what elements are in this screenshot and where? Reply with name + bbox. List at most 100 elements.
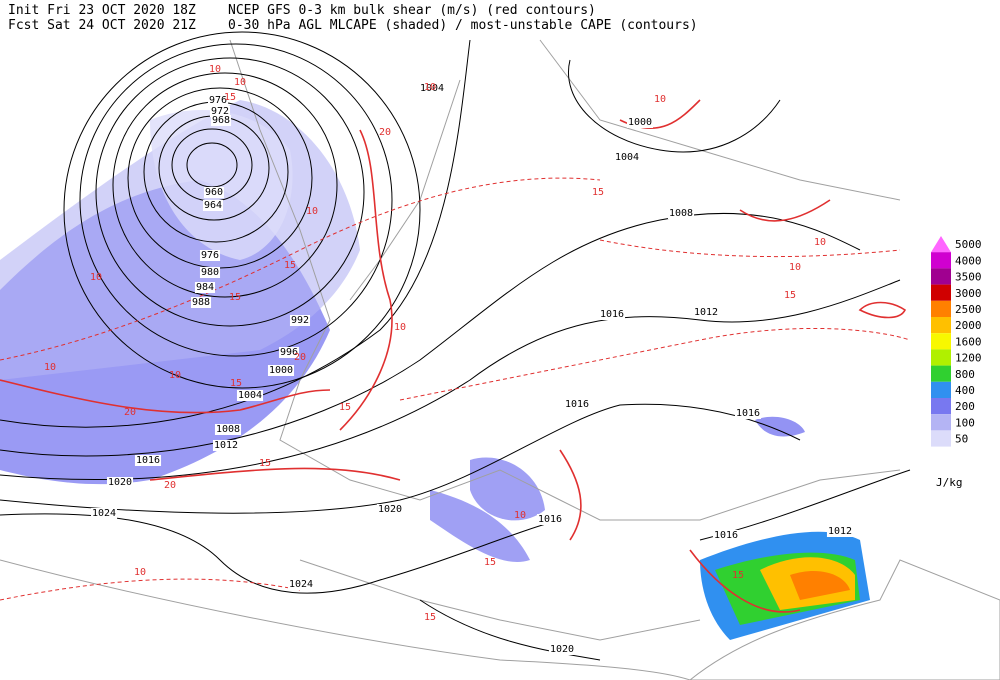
isobar-label: 1008 — [216, 424, 240, 435]
shear-label: 15 — [732, 570, 744, 581]
isobar-label: 968 — [212, 115, 230, 126]
shear-label: 15 — [784, 290, 796, 301]
shear-label: 15 — [284, 260, 296, 271]
label-bg — [106, 477, 134, 488]
coastline — [229, 39, 901, 641]
isobars — [0, 31, 911, 661]
label-bg — [734, 408, 762, 419]
cape-shading — [790, 570, 850, 600]
label-bg — [418, 83, 446, 94]
label-bg — [202, 200, 224, 211]
legend-unit: J/kg — [936, 476, 963, 489]
legend-swatch — [931, 381, 951, 398]
shear-label: 10 — [654, 94, 666, 105]
legend-swatch — [931, 317, 951, 334]
isobar-label: 1024 — [289, 579, 313, 590]
isobar-label: 1016 — [565, 399, 589, 410]
legend-swatch — [931, 430, 951, 447]
legend-swatch — [931, 349, 951, 366]
shear-label: 15 — [224, 92, 236, 103]
label-bg — [214, 424, 242, 435]
label-bg — [826, 526, 854, 537]
legend-swatch — [931, 300, 951, 317]
isobar-label: 1024 — [92, 508, 116, 519]
label-bg — [289, 315, 311, 326]
label-bg — [236, 390, 264, 401]
isobar-label: 1012 — [214, 440, 238, 451]
isobar-label: 1016 — [136, 455, 160, 466]
label-bg — [712, 530, 740, 541]
title-line: NCEP GFS 0-3 km bulk shear (m/s) (red co… — [228, 3, 596, 18]
shear-contours — [0, 99, 907, 613]
label-bg — [563, 399, 591, 410]
label-bg — [210, 115, 232, 126]
label-bg — [90, 508, 118, 519]
label-bg — [613, 152, 641, 163]
label-bg — [203, 187, 225, 198]
label-bg — [548, 644, 576, 655]
shear-label: 15 — [259, 458, 271, 469]
label-bg — [692, 307, 720, 318]
shear-label: 20 — [124, 407, 136, 418]
cape-shading — [755, 416, 805, 437]
isobar-label: 992 — [291, 315, 309, 326]
isobar-label: 1012 — [828, 526, 852, 537]
contour-labels: 1004100010049769729689609641008976980984… — [44, 64, 854, 655]
isobar-label: 972 — [211, 106, 229, 117]
forecast-time: Fcst Sat 24 OCT 2020 21Z — [8, 18, 196, 33]
init-time: Init Fri 23 OCT 2020 18Z — [8, 3, 196, 18]
isobar-label: 976 — [201, 250, 219, 261]
isobar-label: 1004 — [238, 390, 262, 401]
shear-label: 20 — [164, 480, 176, 491]
legend-label: 1200 — [955, 352, 982, 365]
label-bg — [376, 504, 404, 515]
shear-label: 10 — [814, 237, 826, 248]
legend-label: 800 — [955, 368, 975, 381]
shear-label: 20 — [379, 127, 391, 138]
legend-label: 200 — [955, 400, 975, 413]
isobar-label: 996 — [280, 347, 298, 358]
shear-label: 15 — [424, 612, 436, 623]
isobar-label: 1004 — [615, 152, 639, 163]
map-edge — [0, 559, 1000, 680]
legend-label: 2500 — [955, 303, 982, 316]
legend-swatch — [931, 414, 951, 431]
shear-label: 10 — [169, 370, 181, 381]
cape-shading — [470, 457, 545, 521]
shear-label: 15 — [230, 378, 242, 389]
label-bg — [267, 365, 295, 376]
shear-label: 10 — [789, 262, 801, 273]
label-bg — [287, 579, 315, 590]
shear-label: 10 — [90, 272, 102, 283]
title-line: 0-30 hPa AGL MLCAPE (shaded) / most-unst… — [228, 18, 698, 33]
label-bg — [626, 117, 654, 128]
shear-label: 10 — [134, 567, 146, 578]
isobar-label: 1020 — [108, 477, 132, 488]
shear-label: 10 — [424, 82, 436, 93]
legend-label: 100 — [955, 416, 975, 429]
isobar-label: 1000 — [628, 117, 652, 128]
shear-label: 20 — [294, 352, 306, 363]
isobar-label: 1016 — [714, 530, 738, 541]
shear-label: 10 — [44, 362, 56, 373]
shear-label: 10 — [514, 510, 526, 521]
label-bg — [536, 514, 564, 525]
legend-label: 4000 — [955, 254, 982, 267]
isobar-label: 960 — [205, 187, 223, 198]
legend-swatch — [931, 284, 951, 301]
legend-swatch — [931, 333, 951, 350]
shear-label: 15 — [592, 187, 604, 198]
label-bg — [199, 267, 221, 278]
shear-label: 10 — [394, 322, 406, 333]
legend-swatch — [931, 365, 951, 382]
isobar-label: 1004 — [420, 83, 444, 94]
shear-label: 15 — [484, 557, 496, 568]
legend-label: 1600 — [955, 335, 982, 348]
shear-label: 10 — [209, 64, 221, 75]
isobar-label: 1016 — [538, 514, 562, 525]
isobar-label: 1016 — [600, 309, 624, 320]
isobar-label: 1000 — [269, 365, 293, 376]
legend-swatch — [931, 252, 951, 269]
cape-shading — [430, 490, 530, 562]
